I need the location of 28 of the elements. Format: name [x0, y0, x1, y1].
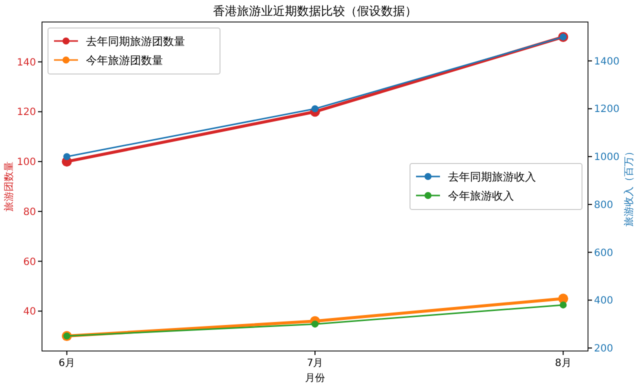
y-tick-label: 80 — [23, 206, 36, 218]
y2-tick-label: 1000 — [594, 152, 620, 164]
y-tick-label: 120 — [16, 107, 36, 118]
y2-tick-label: 800 — [594, 200, 614, 211]
x-axis-title: 月份 — [305, 373, 325, 384]
legend-label: 去年同期旅游收入 — [448, 170, 536, 184]
chart-title: 香港旅游业近期数据比较（假设数据） — [213, 4, 417, 18]
legend-label: 去年同期旅游团数量 — [86, 35, 185, 48]
x-tick-label: 7月 — [306, 358, 324, 369]
y2-tick-label: 1400 — [594, 56, 620, 68]
y2-axis-title: 旅游收入（百万） — [623, 146, 635, 226]
y-tick-label: 140 — [16, 57, 36, 68]
x-tick-label: 8月 — [554, 358, 572, 369]
legend-label: 今年旅游团数量 — [86, 54, 163, 67]
point — [312, 320, 318, 328]
y-tick-label: 100 — [16, 157, 36, 168]
y2-tick-label: 200 — [594, 344, 614, 355]
y-tick-label: 60 — [23, 256, 36, 268]
point — [560, 301, 567, 308]
y-axis-title: 旅游团数量 — [3, 162, 15, 212]
point — [312, 105, 318, 112]
point — [63, 153, 70, 160]
y-tick-label: 40 — [23, 306, 36, 318]
y2-tick-label: 1200 — [594, 104, 620, 116]
legend-label: 今年旅游收入 — [448, 190, 514, 202]
x-tick-label: 6月 — [58, 358, 76, 369]
y2-tick-label: 400 — [594, 296, 614, 307]
y2-tick-label: 600 — [594, 248, 614, 259]
